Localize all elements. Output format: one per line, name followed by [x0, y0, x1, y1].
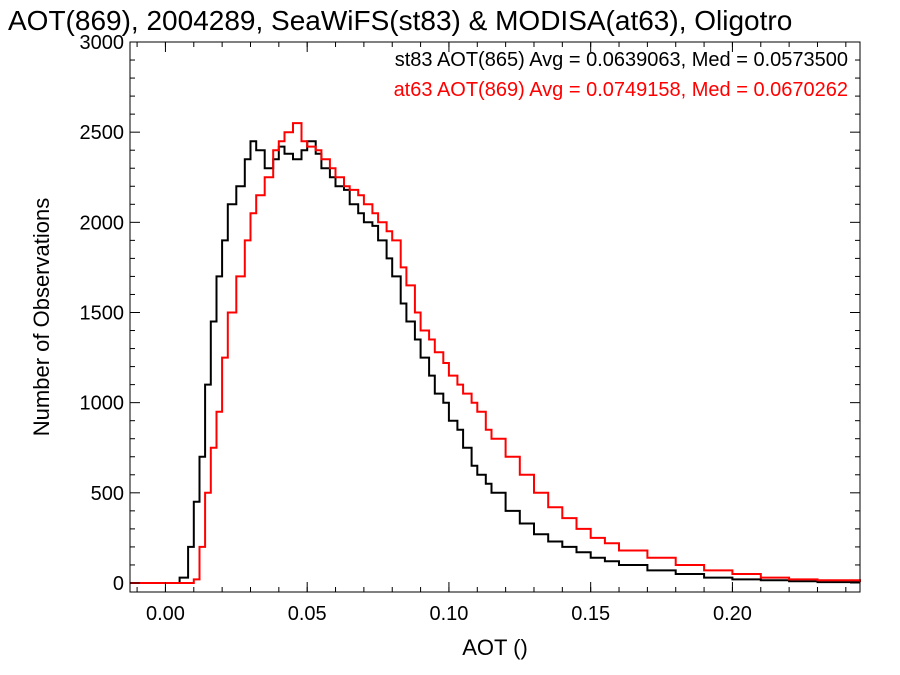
y-tick-label: 500	[91, 483, 124, 505]
legend-entry-at63: at63 AOT(869) Avg = 0.0749158, Med = 0.0…	[394, 79, 848, 101]
y-tick-label: 2000	[80, 212, 125, 234]
y-tick-label: 1000	[80, 393, 125, 415]
y-axis-label: Number of Observations	[29, 198, 54, 436]
x-axis-label: AOT ()	[462, 635, 528, 660]
series-line-1	[130, 122, 861, 584]
y-tick-label: 0	[113, 573, 124, 595]
x-tick-label: 0.15	[571, 603, 610, 625]
legend-entry-st83: st83 AOT(865) Avg = 0.0639063, Med = 0.0…	[395, 49, 848, 71]
x-tick-label: 0.05	[288, 603, 327, 625]
chart-title: AOT(869), 2004289, SeaWiFS(st83) & MODIS…	[8, 5, 792, 36]
x-tick-label: 0.00	[146, 603, 185, 625]
series-line-0	[130, 140, 860, 584]
x-tick-label: 0.20	[713, 603, 752, 625]
plot-area	[130, 122, 861, 584]
axes: 0.00 0.05 0.10 0.15 0.20 0 500 1000 1500 2000 2500…	[80, 32, 860, 625]
y-tick-label: 2500	[80, 122, 125, 144]
plot-frame	[129, 41, 861, 593]
x-tick-label: 0.10	[429, 603, 468, 625]
y-tick-label: 1500	[80, 302, 125, 324]
y-tick-label: 3000	[80, 32, 125, 54]
